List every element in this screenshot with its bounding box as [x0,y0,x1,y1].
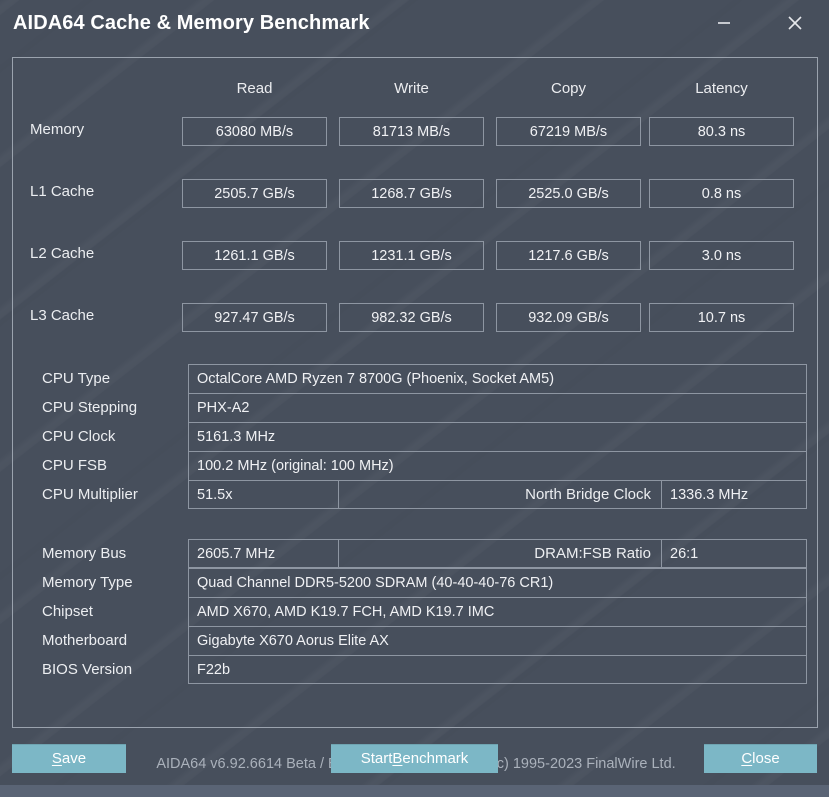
value-cpu-multiplier: 51.5x [188,480,339,509]
label-cpu-clock: CPU Clock [42,428,116,445]
row-memory-type: Quad Channel DDR5-5200 SDRAM (40-40-40-7… [188,568,807,597]
l3-read-value: 927.47 GB/s [182,303,327,332]
row-cpu-fsb: 100.2 MHz (original: 100 MHz) [188,451,807,480]
content-panel: Read Write Copy Latency Memory 63080 MB/… [12,57,818,772]
column-header-read: Read [236,80,273,97]
label-dram-fsb-ratio: DRAM:FSB Ratio [339,539,661,568]
l1-read-value: 2505.7 GB/s [182,179,327,208]
l1-copy-value: 2525.0 GB/s [496,179,641,208]
l3-write-value: 982.32 GB/s [339,303,484,332]
window-title: AIDA64 Cache & Memory Benchmark [13,12,370,34]
memory-copy-value: 67219 MB/s [496,117,641,146]
save-button-accel: S [51,750,62,767]
value-north-bridge-clock: 1336.3 MHz [661,480,807,509]
column-header-copy: Copy [550,80,587,97]
window-resize-grip-bar[interactable] [0,785,829,797]
close-button[interactable] [774,6,816,40]
row-memory-bus: 2605.7 MHz DRAM:FSB Ratio 26:1 [188,539,807,568]
row-motherboard: Gigabyte X670 Aorus Elite AX [188,626,807,655]
start-button-post: enchmark [402,750,469,767]
l1-write-value: 1268.7 GB/s [339,179,484,208]
l2-write-value: 1231.1 GB/s [339,241,484,270]
label-chipset: Chipset [42,603,93,620]
label-bios-version: BIOS Version [42,661,133,678]
l1-latency-value: 0.8 ns [649,179,794,208]
memory-read-value: 63080 MB/s [182,117,327,146]
value-chipset: AMD X670, AMD K19.7 FCH, AMD K19.7 IMC [188,597,807,626]
value-cpu-fsb: 100.2 MHz (original: 100 MHz) [188,451,807,480]
l2-copy-value: 1217.6 GB/s [496,241,641,270]
label-memory-bus: Memory Bus [42,545,127,562]
row-chipset: AMD X670, AMD K19.7 FCH, AMD K19.7 IMC [188,597,807,626]
column-header-latency: Latency [695,80,748,97]
column-header-write: Write [394,80,429,97]
row-label-l1-cache: L1 Cache [30,183,95,200]
row-label-memory: Memory [30,121,85,138]
start-button-pre: Start [360,750,393,767]
label-cpu-stepping: CPU Stepping [42,399,138,416]
l3-copy-value: 932.09 GB/s [496,303,641,332]
value-memory-bus: 2605.7 MHz [188,539,339,568]
row-label-l2-cache: L2 Cache [30,245,95,262]
close-icon [788,16,802,30]
value-cpu-stepping: PHX-A2 [188,393,807,422]
start-button-accel: B [392,750,403,767]
label-north-bridge-clock: North Bridge Clock [339,480,661,509]
row-cpu-type: OctalCore AMD Ryzen 7 8700G (Phoenix, So… [188,364,807,393]
title-bar[interactable]: AIDA64 Cache & Memory Benchmark [0,0,829,50]
close-button-accel: C [741,750,753,767]
value-cpu-type: OctalCore AMD Ryzen 7 8700G (Phoenix, So… [188,364,807,393]
value-motherboard: Gigabyte X670 Aorus Elite AX [188,626,807,655]
l2-read-value: 1261.1 GB/s [182,241,327,270]
row-label-l3-cache: L3 Cache [30,307,95,324]
value-bios-version: F22b [188,655,807,684]
label-cpu-type: CPU Type [42,370,111,387]
save-button-post: ave [61,750,87,767]
value-memory-type: Quad Channel DDR5-5200 SDRAM (40-40-40-7… [188,568,807,597]
l3-latency-value: 10.7 ns [649,303,794,332]
label-cpu-multiplier: CPU Multiplier [42,486,138,503]
row-bios-version: F22b [188,655,807,684]
close-button-post: lose [752,750,780,767]
memory-latency-value: 80.3 ns [649,117,794,146]
memory-write-value: 81713 MB/s [339,117,484,146]
l2-latency-value: 3.0 ns [649,241,794,270]
label-memory-type: Memory Type [42,574,133,591]
minimize-icon [718,22,730,24]
minimize-button[interactable] [703,6,745,40]
label-cpu-fsb: CPU FSB [42,457,108,474]
label-motherboard: Motherboard [42,632,128,649]
value-dram-fsb-ratio: 26:1 [661,539,807,568]
value-cpu-clock: 5161.3 MHz [188,422,807,451]
row-cpu-multiplier: 51.5x North Bridge Clock 1336.3 MHz [188,480,807,509]
row-cpu-clock: 5161.3 MHz [188,422,807,451]
row-cpu-stepping: PHX-A2 [188,393,807,422]
